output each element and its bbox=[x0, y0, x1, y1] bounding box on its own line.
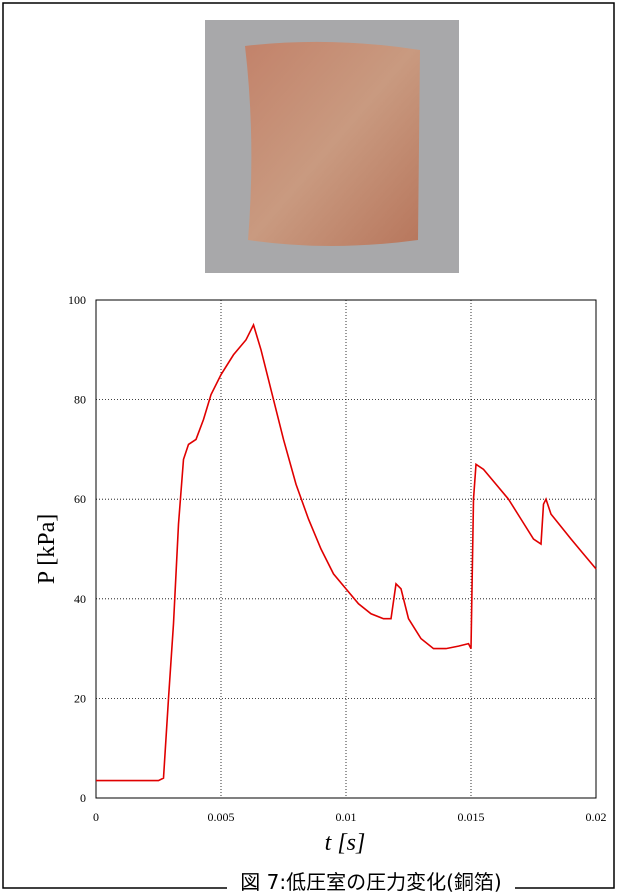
x-tick-label: 0.005 bbox=[208, 810, 235, 824]
x-axis-label: t [s] bbox=[325, 830, 366, 856]
data-line bbox=[96, 322, 597, 782]
caption: 図 7:低圧室の圧力変化(銅箔) bbox=[240, 870, 501, 894]
x-tick-label: 0.015 bbox=[458, 810, 485, 824]
y-axis-label: P [kPa] bbox=[34, 514, 60, 584]
y-tick-label: 100 bbox=[68, 293, 86, 307]
plot-frame bbox=[95, 299, 597, 799]
x-tick-label: 0.01 bbox=[336, 810, 357, 824]
x-tick-label: 0 bbox=[93, 810, 99, 824]
y-tick-label: 20 bbox=[74, 691, 86, 705]
x-tick-label: 0.02 bbox=[586, 810, 607, 824]
y-tick-label: 0 bbox=[80, 791, 86, 805]
y-tick-label: 80 bbox=[74, 393, 86, 407]
copper-foil-photo bbox=[245, 41, 420, 247]
y-tick-label: 40 bbox=[74, 592, 86, 606]
y-tick-label: 60 bbox=[74, 492, 86, 506]
